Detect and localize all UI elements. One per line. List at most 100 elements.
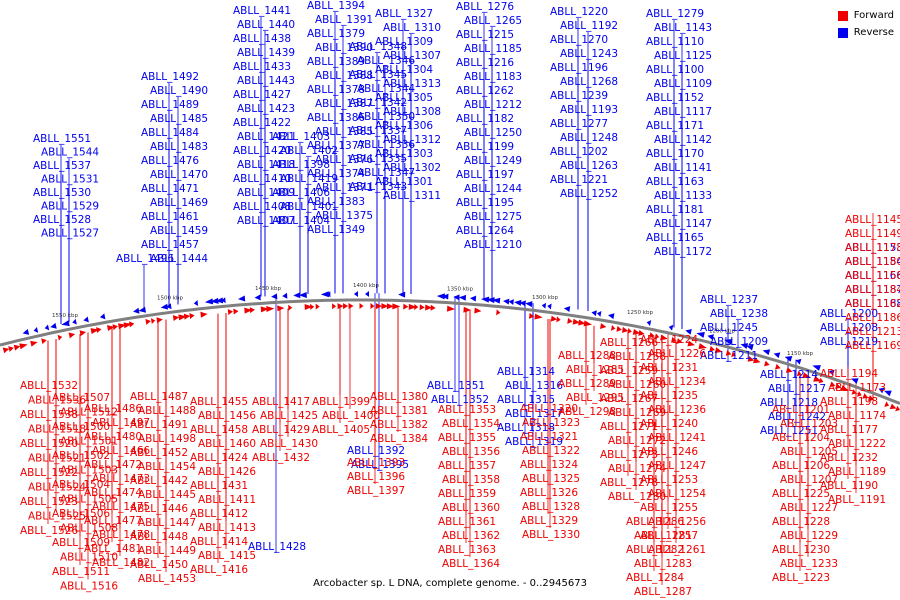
gene-label: ABLL_1261 — [648, 544, 706, 556]
gene-label: ABLL_1362 — [442, 530, 500, 542]
forward-gene-arrow — [419, 304, 425, 311]
forward-gene-arrow — [414, 304, 419, 311]
gene-label: ABLL_1201 — [772, 404, 830, 416]
gene-label: ABLL_1190 — [820, 480, 878, 492]
gene-label: ABLL_1392 — [347, 445, 405, 457]
legend-forward: Forward — [832, 7, 894, 24]
forward-gene-arrow — [862, 393, 869, 399]
gene-label: ABLL_1355 — [438, 432, 496, 444]
forward-gene-arrow — [183, 313, 191, 320]
gene-label: ABLL_1398 — [272, 159, 330, 171]
gene-label: ABLL_1328 — [522, 501, 580, 513]
gene-label: ABLL_1516 — [60, 581, 118, 593]
reverse-gene-arrow — [525, 301, 533, 308]
gene-label: ABLL_1433 — [233, 61, 291, 73]
forward-gene-arrow — [310, 303, 315, 310]
gene-label: ABLL_1422 — [233, 117, 291, 129]
gene-label: ABLL_1526 — [20, 525, 78, 537]
gene-label: ABLL_1165 — [646, 232, 704, 244]
reverse-gene-arrow — [271, 293, 278, 300]
gene-label: ABLL_1229 — [780, 530, 838, 542]
forward-gene-arrow — [332, 303, 337, 310]
forward-gene-arrow — [785, 367, 793, 373]
forward-gene-arrow — [851, 389, 857, 395]
gene-label: ABLL_1211 — [700, 350, 758, 362]
gene-label: ABLL_1415 — [198, 550, 256, 562]
gene-label: ABLL_1321 — [520, 431, 578, 443]
gene-label: ABLL_1206 — [772, 460, 830, 472]
gene-label: ABLL_1173 — [828, 382, 886, 394]
gene-label: ABLL_1270 — [550, 34, 608, 46]
forward-gene-arrow — [840, 385, 850, 391]
gene-label: ABLL_1318 — [497, 422, 555, 434]
forward-gene-arrow — [370, 303, 375, 310]
gene-label: ABLL_1346 — [357, 55, 415, 67]
gene-label: ABLL_1254 — [648, 488, 706, 500]
forward-gene-arrow — [774, 363, 781, 370]
gene-label: ABLL_1319 — [505, 436, 563, 448]
forward-gene-arrow — [145, 318, 151, 325]
forward-gene-arrow — [96, 327, 102, 334]
reverse-gene-arrow — [503, 298, 510, 305]
reverse-gene-arrow — [99, 313, 106, 320]
gene-label: ABLL_1432 — [252, 452, 310, 464]
gene-label: ABLL_1496 — [116, 253, 174, 265]
reverse-gene-arrow — [668, 324, 674, 331]
gene-label: ABLL_1414 — [190, 536, 248, 548]
gene-label: ABLL_1200 — [820, 308, 878, 320]
reverse-gene-arrow — [480, 296, 490, 303]
gene-label: ABLL_1268 — [560, 76, 618, 88]
reverse-gene-arrow — [795, 358, 802, 365]
gene-label: ABLL_1359 — [438, 488, 496, 500]
gene-label: ABLL_1317 — [505, 408, 563, 420]
reverse-gene-arrow — [514, 299, 522, 306]
reverse-gene-arrow — [320, 291, 329, 298]
gene-label: ABLL_1322 — [522, 445, 580, 457]
gene-label: ABLL_1257 — [640, 530, 698, 542]
forward-gene-arrow — [600, 323, 607, 329]
gene-label: ABLL_1243 — [560, 48, 618, 60]
gene-label: ABLL_1194 — [820, 368, 878, 380]
genome-backbone — [0, 298, 900, 405]
gene-label: ABLL_1302 — [383, 162, 441, 174]
gene-label: ABLL_1382 — [370, 419, 428, 431]
gene-label: ABLL_1388 — [315, 70, 373, 82]
position-ticks: 1550 kbp 1500 kbp 1450 kbp 1400 kbp 1350 kbp… — [52, 283, 813, 357]
gene-label: ABLL_1271 — [600, 421, 658, 433]
gene-label: ABLL_1390 — [315, 42, 373, 54]
gene-label: ABLL_1440 — [237, 19, 295, 31]
reverse-gene-arrow — [828, 369, 835, 376]
gene-label: ABLL_1310 — [383, 22, 441, 34]
gene-label: ABLL_1314 — [497, 366, 555, 378]
gene-label: ABLL_1251 — [760, 425, 818, 437]
forward-gene-arrow — [304, 304, 313, 311]
gene-label: ABLL_1485 — [150, 113, 208, 125]
reverse-gene-arrow — [282, 292, 288, 299]
gene-arrows — [2, 290, 900, 412]
reverse-gene-arrow — [22, 329, 30, 335]
gene-label: ABLL_1442 — [130, 475, 188, 487]
gene-label: ABLL_1309 — [375, 36, 433, 48]
gene-label: ABLL_1305 — [375, 92, 433, 104]
gene-label: ABLL_1145 — [845, 214, 900, 226]
gene-label: ABLL_1306 — [375, 120, 433, 132]
gene-label: ABLL_1166 — [845, 270, 900, 282]
gene-label: ABLL_1202 — [550, 146, 608, 158]
forward-gene-arrow — [233, 308, 239, 315]
gene-label: ABLL_1298 — [558, 406, 616, 418]
gene-label: ABLL_1301 — [375, 176, 433, 188]
gene-label: ABLL_1241 — [648, 432, 706, 444]
gene-label: ABLL_1207 — [780, 474, 838, 486]
gene-label: ABLL_1183 — [464, 71, 522, 83]
gene-label: ABLL_1506 — [52, 508, 110, 520]
forward-gene-arrow — [463, 306, 472, 313]
gene-label: ABLL_1182 — [456, 113, 514, 125]
reverse-gene-arrow — [547, 303, 552, 310]
forward-gene-arrow — [107, 325, 115, 332]
forward-gene-arrow — [30, 340, 38, 347]
gene-label: ABLL_1312 — [383, 134, 441, 146]
gene-label: ABLL_1444 — [150, 253, 208, 265]
gene-label: ABLL_1170 — [646, 148, 704, 160]
gene-label: ABLL_1248 — [560, 132, 618, 144]
